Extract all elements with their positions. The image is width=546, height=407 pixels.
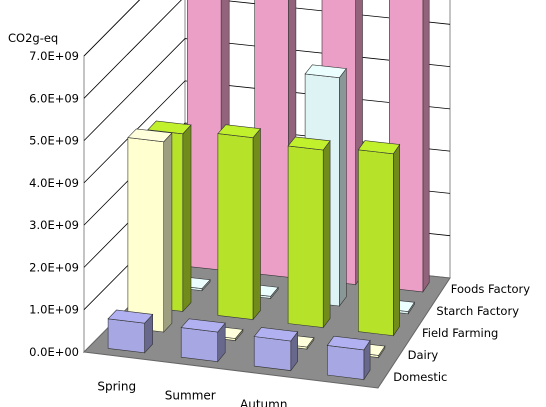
y-tick-label: 5.0E+09 [29,134,79,148]
bar-front [128,138,164,333]
bar-front [218,134,253,320]
bar-side [323,141,330,328]
bar-side [164,133,172,332]
bar-front [254,337,291,371]
bar-front [327,345,364,379]
bar-field-farming-winter [358,141,399,336]
bar-domestic-summer [181,319,225,362]
y-tick-label: 0.0E+00 [29,345,79,359]
series-label: Dairy [408,348,439,362]
bar-side [253,129,261,320]
bar-front [181,328,218,362]
category-label: Spring [97,380,136,394]
category-label: Summer [165,389,216,403]
bar-front [288,146,323,328]
bar-domestic-autumn [254,328,298,371]
series-label: Field Farming [422,326,498,340]
bar-side [393,145,399,336]
bar-domestic-spring [108,310,153,353]
bar-side [423,0,429,292]
category-label: Autumn [240,398,287,407]
y-tick-label: 6.0E+09 [29,91,79,105]
bar-front [108,319,145,353]
unit-label: CO2g-eq [8,31,58,45]
bar-field-farming-summer [218,125,261,320]
bar-front [358,150,393,336]
bar-side [339,69,346,307]
y-tick-label: 7.0E+09 [29,49,79,63]
bar-domestic-winter [327,336,370,379]
series-label: Starch Factory [436,304,519,318]
y-tick-label: 1.0E+09 [29,303,79,317]
bar-side [183,125,191,311]
y-tick-label: 3.0E+09 [29,218,79,232]
y-tick-label: 4.0E+09 [29,176,79,190]
bar-dairy-spring [128,129,172,332]
series-label: Domestic [393,370,447,384]
bar-front [187,0,221,270]
y-tick-label: 2.0E+09 [29,260,79,274]
bar-field-farming-autumn [288,137,330,328]
series-label: Foods Factory [451,282,530,296]
